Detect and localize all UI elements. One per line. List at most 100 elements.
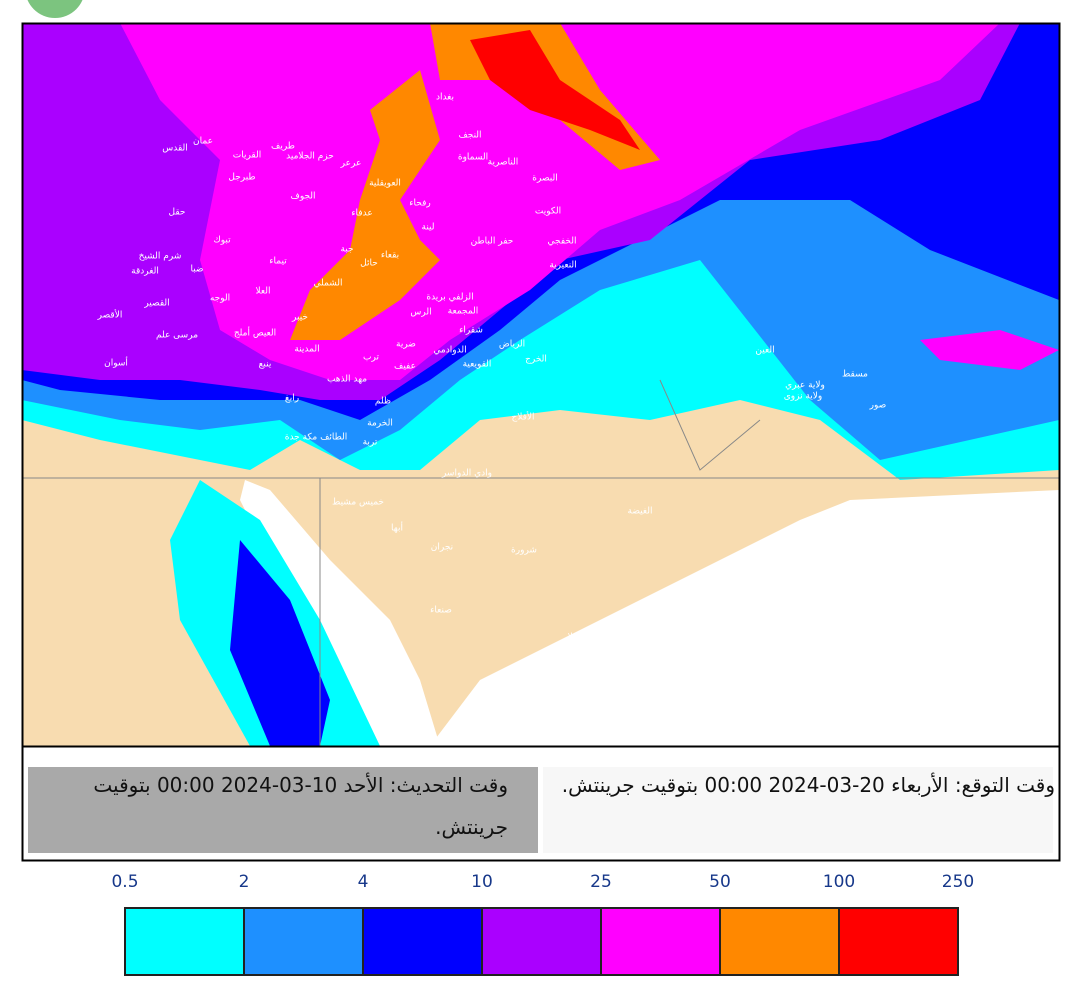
- city-label: القريات: [233, 151, 261, 161]
- legend-swatch: [838, 907, 959, 976]
- legend-tick-label: 10: [471, 872, 493, 892]
- border-line: [23, 379, 1059, 746]
- city-label: الأفلاج: [511, 411, 534, 423]
- rain-area: [470, 30, 640, 150]
- city-label: مهد الذهب: [327, 375, 367, 385]
- city-label: أسوان: [104, 357, 128, 369]
- forecast-time: وقت التوقع: الأربعاء 20-03-2024 00:00 بت…: [561, 773, 1055, 797]
- city-label: الرياض: [499, 340, 525, 350]
- city-label: حفر الباطن: [471, 237, 514, 247]
- city-label: صور: [869, 401, 887, 411]
- rain-area: [290, 70, 440, 340]
- legend-swatch: [719, 907, 840, 976]
- city-label: العويقلية: [369, 179, 401, 189]
- frame: [21, 22, 1061, 862]
- city-label: ينبع: [259, 360, 272, 370]
- legend-swatch: [243, 907, 364, 976]
- city-label: ضبا: [190, 265, 203, 275]
- city-label: أبها: [391, 522, 403, 534]
- update-box: [28, 767, 538, 853]
- city-label: القدس: [162, 144, 188, 154]
- city-label: الشملي: [314, 279, 343, 289]
- city-label: صنعاء: [430, 606, 452, 616]
- city-label: القصير: [143, 299, 169, 309]
- city-label: شرورة: [511, 546, 537, 556]
- map: بغداد النجف السماوة الناصرية البصرة الكويت الخ…: [23, 24, 1059, 746]
- city-label: جبة: [340, 245, 353, 255]
- city-label: ضرية: [396, 340, 416, 350]
- city-label: المكلا: [568, 633, 589, 643]
- city-label: حقل: [169, 208, 186, 218]
- corner-badge: [27, 0, 83, 18]
- city-label: الجوف: [290, 192, 315, 202]
- city-label: الغيضة: [628, 507, 653, 517]
- city-label: طريف: [271, 142, 295, 152]
- city-label: مرسى علم: [156, 331, 198, 341]
- city-label: خيبر: [291, 313, 308, 323]
- city-label: عفيف: [394, 362, 416, 372]
- city-label: الرس: [410, 308, 431, 318]
- city-label: النعيرية: [549, 261, 576, 271]
- city-label: الناصرية: [488, 158, 519, 168]
- legend-tick-label: 100: [823, 872, 855, 892]
- city-label: عمان: [193, 137, 213, 147]
- city-label: لينة: [422, 223, 435, 233]
- city-label: طبرجل: [228, 173, 255, 183]
- legend-swatch: [124, 907, 245, 976]
- update-time: وقت التحديث: الأحد 10-03-2024 00:00 بتوق…: [93, 773, 508, 839]
- city-label: رفحاء: [409, 199, 430, 209]
- forecast-box: [543, 767, 1053, 853]
- city-label: رابغ: [285, 394, 299, 404]
- city-label: الخرمة: [367, 419, 393, 429]
- city-label: الغردقة: [131, 267, 159, 277]
- legend-tick-label: 50: [709, 872, 731, 892]
- city-label: نجران: [431, 543, 453, 553]
- city-label: الخفجي: [548, 237, 577, 247]
- legend-tick-label: 4: [358, 872, 369, 892]
- legend-swatch: [362, 907, 483, 976]
- city-label: بقعاء: [381, 251, 399, 261]
- city-label: شقراء: [459, 326, 483, 336]
- city-label: حائل: [360, 259, 378, 269]
- city-label: النجف: [458, 131, 481, 141]
- city-label: الوجه: [210, 294, 230, 304]
- sea: [240, 480, 440, 746]
- rain-area: [230, 540, 330, 746]
- city-label: المدينة: [294, 345, 319, 355]
- city-label: ولاية نزوى: [784, 392, 823, 402]
- city-label: عدفاء: [351, 209, 372, 219]
- city-label: تربة: [363, 438, 378, 448]
- city-label: العين: [755, 346, 774, 356]
- city-label: تيماء: [269, 257, 287, 267]
- city-label: البصرة: [532, 174, 557, 184]
- city-label: خميس مشيط: [332, 498, 384, 508]
- legend-tick-label: 250: [942, 872, 974, 892]
- legend-tick-label: 2: [239, 872, 250, 892]
- city-labels: بغداد النجف السماوة الناصرية البصرة الكويت الخ…: [97, 93, 887, 643]
- city-label: ظلم: [375, 397, 391, 407]
- city-label: الدوادمي: [433, 346, 466, 356]
- sea: [430, 490, 1059, 746]
- city-label: العيص أملج: [234, 327, 276, 339]
- legend-tick-label: 0.5: [111, 872, 138, 892]
- legend-tick-label: 25: [590, 872, 612, 892]
- city-label: الطائف مكة جدة: [285, 433, 348, 443]
- legend-swatch: [481, 907, 602, 976]
- city-label: الزلفي بريدة: [426, 293, 473, 303]
- city-label: السماوة: [458, 153, 488, 163]
- city-label: ولاية عبري: [785, 381, 825, 391]
- legend-swatch: [600, 907, 721, 976]
- city-label: عرعر: [340, 159, 362, 169]
- city-label: شرم الشيخ: [139, 252, 182, 262]
- rain-area: [920, 330, 1059, 370]
- legend: 0.5 2 4 10 25 50 100 250: [111, 872, 974, 976]
- city-label: العلا: [256, 287, 271, 297]
- city-label: القويعية: [463, 360, 492, 370]
- city-label: ترب: [363, 353, 379, 363]
- city-label: تبوك: [213, 236, 231, 246]
- city-label: بغداد: [436, 93, 454, 103]
- city-label: وادي الدواسر: [441, 469, 492, 479]
- city-label: حزم الجلاميد: [286, 152, 334, 162]
